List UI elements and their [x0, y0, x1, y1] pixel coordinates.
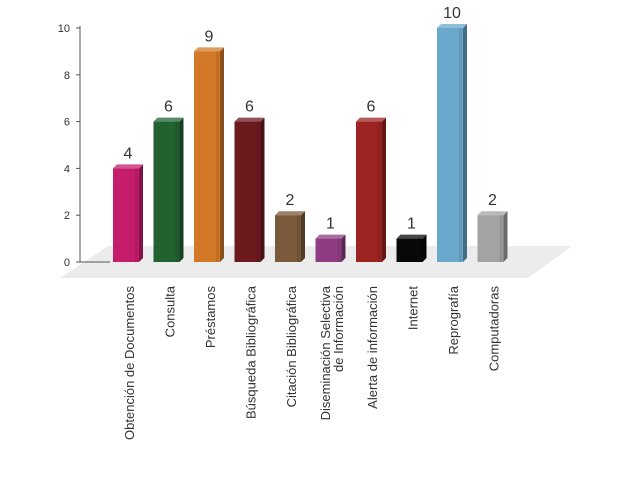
bar: [275, 211, 305, 262]
bar-top: [356, 117, 386, 122]
bar-front: [396, 238, 423, 262]
bar: [477, 211, 508, 262]
bar: [437, 24, 467, 262]
bar-shade: [337, 238, 341, 262]
bar-shade: [216, 51, 219, 263]
bar-side: [382, 117, 386, 262]
category-label: Búsqueda Bibliográfica: [244, 285, 259, 419]
bar: [113, 164, 143, 262]
bar-side: [503, 211, 508, 262]
bar-shade: [175, 121, 179, 262]
bar: [396, 234, 427, 262]
y-tick-label: 6: [64, 117, 70, 129]
bar-front: [437, 28, 463, 262]
bar-front: [477, 215, 504, 262]
bar-top: [234, 117, 265, 122]
bar: [194, 47, 224, 263]
bar-top: [113, 164, 143, 169]
bar-top: [437, 24, 467, 28]
bar: [153, 117, 184, 262]
y-axis: 0 2 4 6 8 10: [58, 23, 110, 269]
y-tick-label: 10: [58, 23, 70, 35]
value-label: 10: [443, 5, 461, 22]
bar-shade: [418, 238, 422, 262]
value-label: 1: [407, 216, 416, 233]
y-tick-label: 0: [64, 257, 70, 269]
category-label: Alerta de información: [365, 286, 380, 409]
bar-side: [220, 47, 224, 263]
category-label: Computadoras: [487, 286, 502, 372]
bar-shade: [256, 121, 260, 262]
category-label: Obtención de Documentos: [122, 286, 137, 440]
bar-front: [113, 168, 139, 262]
value-label: 6: [367, 99, 376, 116]
category-label: Consulta: [163, 285, 178, 337]
value-label: 2: [286, 192, 295, 209]
bar-shade: [378, 121, 381, 262]
category-label: Citación Bibliográfica: [284, 285, 299, 407]
bar-top: [477, 211, 508, 216]
y-tick-label: 4: [64, 163, 70, 175]
bar: [234, 117, 265, 262]
bar-front: [356, 121, 382, 262]
category-label: Internet: [406, 286, 421, 330]
bar-shade: [135, 168, 138, 262]
bar-side: [341, 234, 346, 262]
category-label: Préstamos: [203, 286, 218, 349]
bar: [356, 117, 386, 262]
value-label: 4: [124, 145, 133, 162]
bar: [315, 234, 346, 262]
value-label: 6: [245, 99, 254, 116]
y-tick-label: 2: [64, 210, 70, 222]
bar-side: [422, 234, 427, 262]
value-label: 2: [488, 192, 497, 209]
bar-top: [194, 47, 224, 52]
bar-side: [301, 211, 305, 262]
bar-shade: [297, 215, 300, 262]
y-tick-label: 8: [64, 70, 70, 82]
bar-side: [179, 117, 184, 262]
category-labels: Obtención de Documentos Consulta Préstamos…: [122, 285, 502, 440]
bar-shade: [459, 28, 462, 262]
value-labels: 4 6 9 6 2 1 6 1 10 2: [124, 5, 498, 233]
bar-side: [463, 24, 467, 262]
category-label: Reprografía: [446, 285, 461, 354]
bar-top: [153, 117, 184, 122]
value-label: 9: [205, 28, 214, 45]
value-label: 1: [326, 216, 335, 233]
bar-top: [396, 234, 427, 239]
bar-front: [194, 51, 220, 263]
bar-front: [234, 121, 261, 262]
bars: [113, 24, 508, 263]
bar-top: [275, 211, 305, 216]
bar-top: [315, 234, 346, 239]
bar-side: [260, 117, 265, 262]
bar-shade: [499, 215, 503, 262]
bar-front: [315, 238, 342, 262]
bar-front: [153, 121, 180, 262]
category-label: Diseminación Selectivade Información: [318, 285, 346, 420]
bar-side: [139, 164, 143, 262]
value-label: 6: [164, 99, 173, 116]
bar-front: [275, 215, 301, 262]
